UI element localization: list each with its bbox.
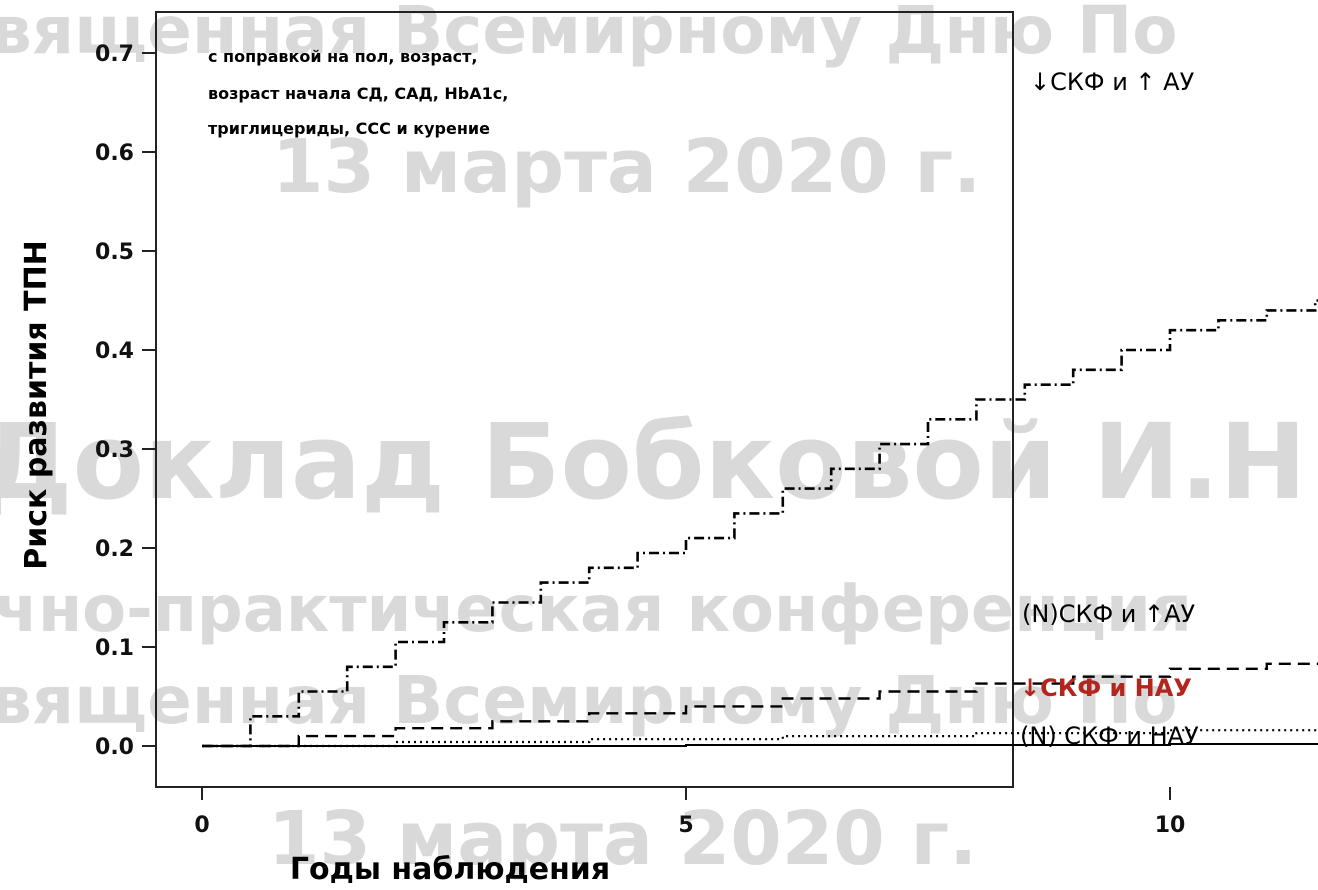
x-tick-label: 0	[194, 813, 209, 838]
y-tick-label: 0.2	[95, 537, 134, 562]
y-tick-label: 0.3	[95, 438, 134, 463]
x-tick-label: 10	[1155, 813, 1186, 838]
y-axis: 0.0 0.1 0.2 0.3 0.4 0.5 0.6 0.7	[95, 42, 156, 760]
note-line: триглицериды, ССС и курение	[208, 119, 490, 138]
series-group	[202, 299, 1318, 748]
watermark-line: 13 марта 2020 г.	[272, 124, 982, 210]
y-tick-label: 0.7	[95, 42, 134, 67]
watermark-line: 13 марта 2020 г.	[268, 796, 978, 882]
watermark-line: чно-практическая конференция	[0, 573, 1192, 647]
series-line	[202, 299, 1318, 748]
note-line: с поправкой на пол, возраст,	[208, 47, 478, 66]
series-line	[202, 743, 1318, 747]
plot-frame	[155, 11, 1014, 788]
x-axis: 051015	[194, 787, 1186, 838]
x-axis-title: Годы наблюдения	[290, 852, 610, 887]
y-tick-label: 0.4	[95, 339, 134, 364]
y-tick-label: 0.1	[95, 636, 134, 661]
y-axis-title: Риск развития ТПН	[19, 240, 54, 570]
series-label: (N) СКФ и НАУ	[1020, 722, 1199, 750]
series-line	[202, 729, 1318, 748]
x-tick-label: 5	[678, 813, 693, 838]
note-line: возраст начала СД, САД, HbA1c,	[208, 84, 508, 103]
y-tick-label: 0.6	[95, 141, 134, 166]
watermark-line: вященная Всемирному Дню По	[0, 0, 1178, 69]
watermark-line: Доклад Бобковой И.Н	[0, 401, 1307, 523]
adjustment-note: с поправкой на пол, возраст, возраст нач…	[208, 47, 508, 138]
watermark-line: вященная Всемирному Дню По	[0, 662, 1178, 739]
series-label: ↓СКФ и ↑ АУ	[1030, 68, 1195, 96]
y-tick-label: 0.5	[95, 240, 134, 265]
series-label: (N)СКФ и ↑АУ	[1022, 600, 1196, 628]
series-labels: ↓СКФ и ↑ АУ (N)СКФ и ↑АУ ↓СКФ и НАУ (N) СКФ…	[1020, 68, 1199, 750]
y-tick-label: 0.0	[95, 735, 134, 760]
series-line	[202, 662, 1318, 748]
series-label: ↓СКФ и НАУ	[1020, 674, 1192, 702]
